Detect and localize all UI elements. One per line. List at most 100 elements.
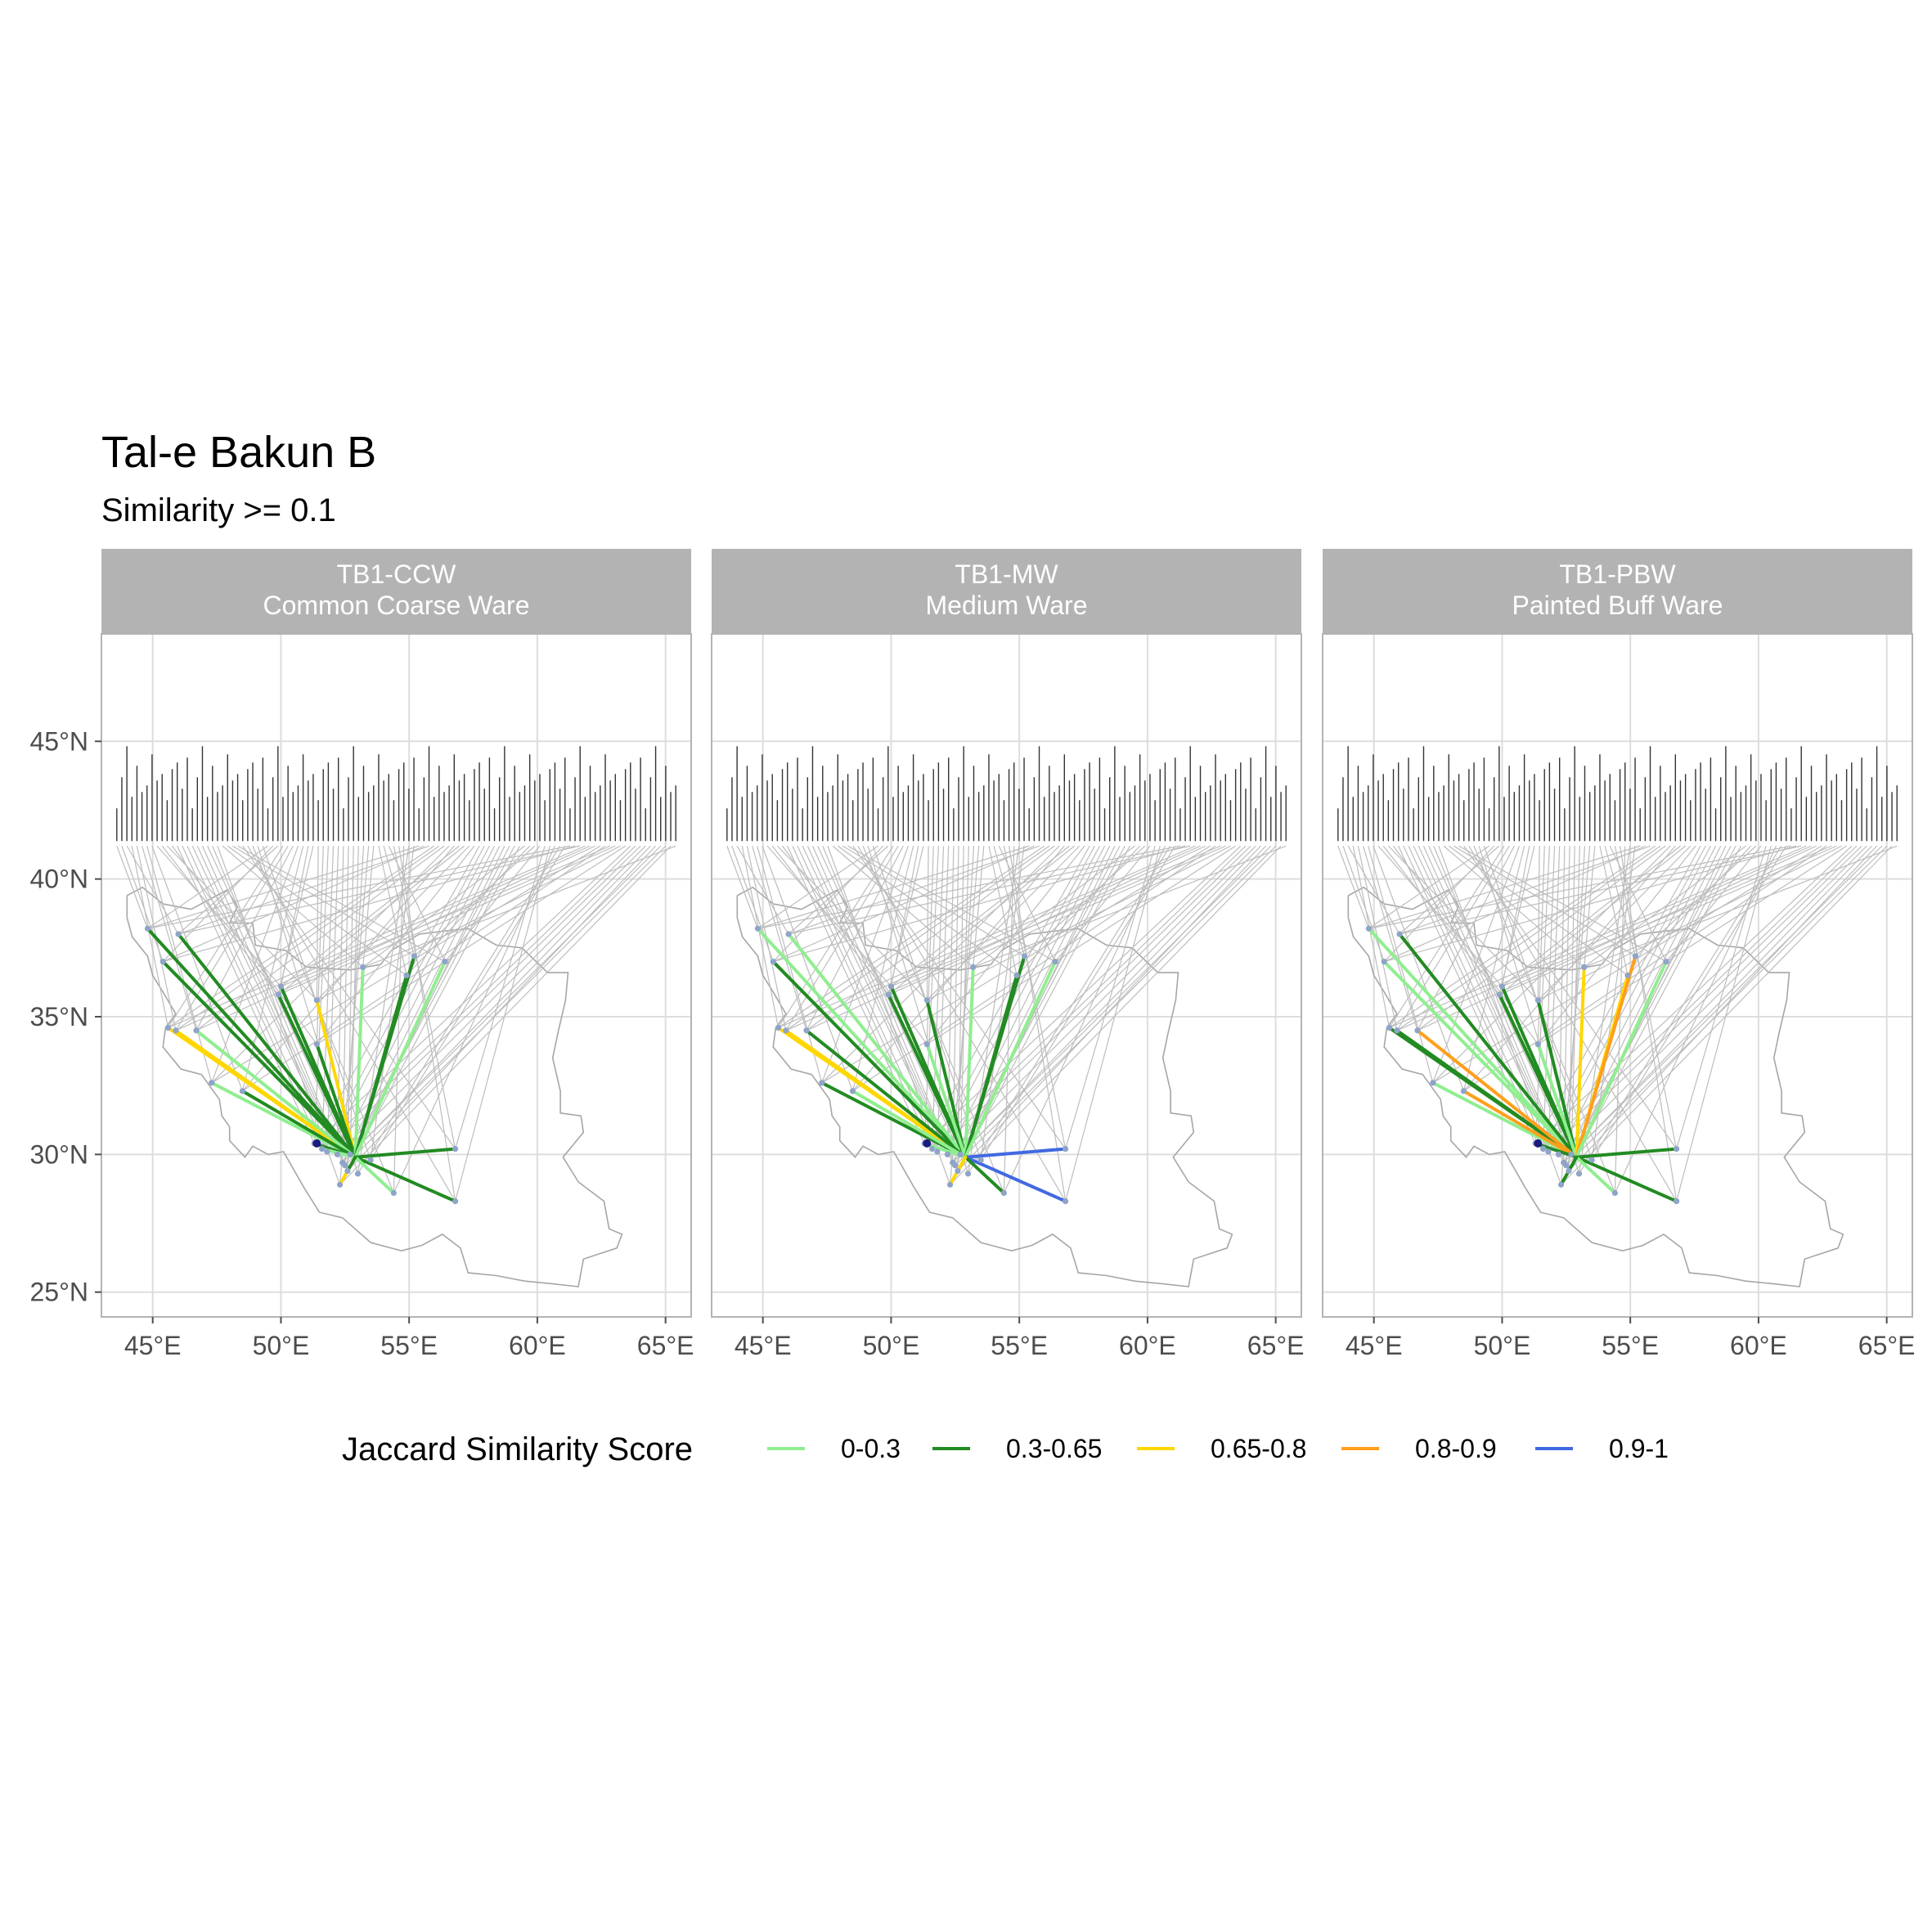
label-leader [362, 845, 676, 968]
label-leader [1003, 846, 1166, 1193]
x-tick-label: 45°E [1346, 1331, 1403, 1360]
label-leader [349, 845, 662, 1155]
label-leader [1417, 845, 1666, 1031]
legend-label: 0-0.3 [841, 1434, 901, 1463]
similarity-connection [1398, 932, 1579, 1159]
legend: Jaccard Similarity Score 0-0.3 0.3-0.65 0.… [342, 1431, 1669, 1467]
similarity-connection [784, 1028, 968, 1159]
site-point [1021, 953, 1028, 959]
site-point [403, 972, 410, 979]
site-point [442, 959, 448, 965]
label-leader [891, 845, 1070, 987]
label-leader [1432, 845, 1822, 1084]
label-leader [1388, 845, 1505, 1028]
y-tick-label: 40°N [30, 865, 89, 894]
label-leader [121, 846, 164, 962]
label-leader [937, 845, 1100, 1152]
similarity-connection [851, 1089, 968, 1159]
label-leader [1462, 846, 1525, 1092]
label-leader [821, 846, 910, 1084]
site-point [1365, 925, 1373, 932]
similarity-connection [1536, 1042, 1579, 1159]
panel-name: Medium Ware [926, 591, 1088, 620]
label-leader [378, 846, 407, 976]
site-point [1557, 1181, 1565, 1188]
label-leader [946, 845, 1256, 1155]
site-point [970, 964, 977, 970]
site-point [923, 997, 930, 1004]
label-leader [162, 845, 274, 963]
site-point [1394, 1027, 1400, 1034]
origin-point [923, 1139, 932, 1148]
site-point [193, 1027, 200, 1034]
y-tick-label: 45°N [30, 726, 89, 756]
label-leader [398, 846, 456, 1202]
label-leader [757, 845, 1181, 929]
label-leader [777, 845, 894, 1028]
label-leader [1003, 846, 1015, 1193]
x-tick-label: 45°E [735, 1331, 792, 1360]
label-leader [222, 845, 364, 968]
site-point [783, 1027, 789, 1034]
site-point [1386, 1024, 1393, 1031]
label-leader [821, 845, 1211, 1084]
site-point [1534, 997, 1541, 1004]
label-leader [339, 845, 672, 1185]
label-leader [175, 845, 591, 1031]
label-leader [1396, 845, 1510, 1031]
label-leader [806, 845, 1206, 1031]
site-point [923, 1041, 930, 1048]
label-leader [1399, 845, 1802, 935]
x-tick-label: 65°E [637, 1331, 694, 1360]
label-leader [785, 845, 1050, 1031]
label-leader [1534, 845, 1701, 1144]
label-leader [277, 845, 465, 995]
label-leader [1599, 846, 1629, 976]
legend-label: 0.3-0.65 [1006, 1434, 1102, 1463]
similarity-connection [925, 998, 968, 1159]
site-point [1545, 1148, 1552, 1155]
similarity-connection [964, 1155, 1067, 1203]
site-point [849, 1088, 856, 1094]
similarity-connection [1367, 927, 1579, 1159]
site-point [1555, 1151, 1561, 1157]
site-point [336, 1181, 344, 1188]
label-leader [1024, 845, 1146, 957]
x-tick-label: 65°E [1858, 1331, 1916, 1360]
x-tick-label: 65°E [1247, 1331, 1305, 1360]
similarity-connection [315, 998, 357, 1159]
similarity-connection [1395, 1028, 1579, 1159]
label-leader [161, 845, 279, 995]
site-label-row [726, 746, 1287, 842]
similarity-connection [173, 1028, 357, 1159]
site-point [957, 1151, 964, 1157]
label-leader [175, 845, 440, 1031]
site-point [952, 1162, 959, 1169]
label-leader [993, 846, 1026, 957]
site-point [1674, 1146, 1680, 1152]
label-leader [1568, 846, 1575, 1171]
site-point [1581, 964, 1588, 970]
site-point [1381, 959, 1387, 965]
panel-code: TB1-CCW [337, 559, 457, 589]
site-point [819, 1080, 825, 1086]
label-leader [778, 845, 1196, 1029]
label-leader [1499, 845, 1837, 995]
label-leader [316, 845, 626, 1045]
label-leader [316, 845, 475, 1045]
label-leader [1604, 846, 1637, 957]
label-leader [1614, 846, 1626, 1193]
label-leader [887, 845, 1075, 995]
label-leader [1399, 845, 1651, 935]
similarity-connection [353, 1147, 457, 1159]
similarity-connection [177, 932, 357, 1159]
y-tick-label: 25°N [30, 1278, 89, 1307]
label-leader [888, 845, 1226, 995]
site-point [1063, 1197, 1069, 1205]
label-leader [973, 845, 1287, 968]
label-leader [1368, 845, 1641, 929]
label-leader [937, 845, 1251, 1152]
